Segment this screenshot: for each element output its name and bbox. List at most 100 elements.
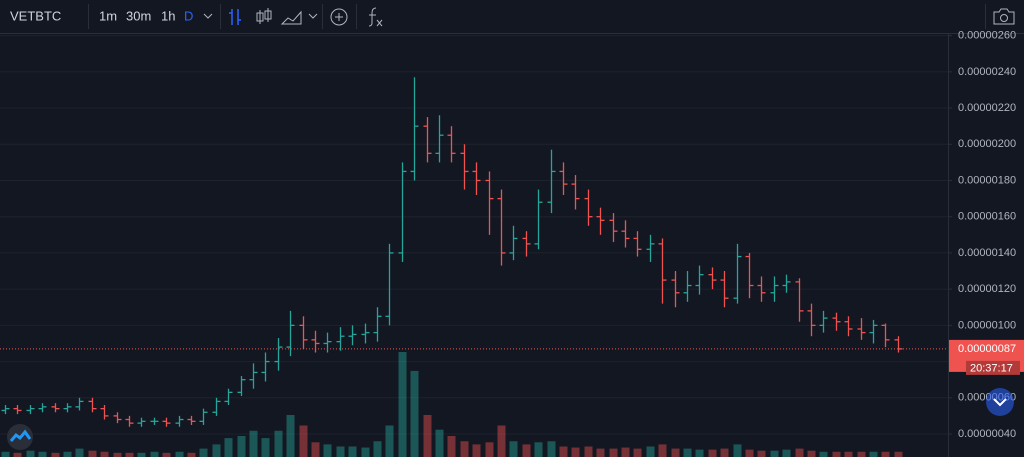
volume-bar <box>175 451 184 457</box>
volume-bar <box>745 449 754 457</box>
volume-bar <box>571 447 580 457</box>
interval[interactable]: 1h <box>161 8 175 23</box>
volume-bar <box>447 436 456 457</box>
volume-bar <box>522 444 531 457</box>
volume-bar <box>770 450 779 457</box>
volume-bar <box>88 450 97 457</box>
volume-bar <box>497 425 506 457</box>
volume-bar <box>658 444 667 457</box>
volume-bar <box>323 444 332 457</box>
volume-bar <box>733 444 742 457</box>
y-tick-label: 0.00000120 <box>958 283 1016 295</box>
volume-bar <box>559 446 568 457</box>
volume-bar <box>385 425 394 457</box>
volume-bar <box>51 452 60 457</box>
volume-bar <box>361 447 370 457</box>
volume-bar <box>720 448 729 457</box>
compare-icon[interactable] <box>330 8 348 26</box>
dropdown-icon[interactable] <box>203 13 213 19</box>
volume-bar <box>782 449 791 457</box>
volume-bar <box>410 370 419 457</box>
volume-bar <box>795 448 804 457</box>
y-tick-label: 0.00000240 <box>958 66 1016 78</box>
volume-bar <box>671 448 680 457</box>
volume-bar <box>299 425 308 457</box>
volume-bar <box>596 448 605 457</box>
y-tick-label: 0.00000040 <box>958 428 1016 440</box>
interval[interactable]: 1m <box>99 8 117 23</box>
volume-bar <box>26 450 35 457</box>
scroll-arrow <box>993 398 1007 407</box>
volume-bar <box>472 444 481 457</box>
volume-bar <box>881 451 890 457</box>
volume-bar <box>75 448 84 457</box>
volume-bar <box>274 430 283 457</box>
toolbar-bg <box>0 0 1024 33</box>
volume-bar <box>857 451 866 457</box>
volume-bar <box>187 452 196 457</box>
y-tick-label: 0.00000140 <box>958 247 1016 259</box>
countdown-box <box>966 360 1020 375</box>
volume-bar <box>509 441 518 457</box>
indicators-icon[interactable] <box>368 7 383 27</box>
volume-bar <box>237 436 246 457</box>
countdown: 20:37:17 <box>970 362 1013 374</box>
compare-plus <box>335 13 343 21</box>
volume-bar <box>485 442 494 457</box>
overlay: 0.00000087 20:37:17 <box>0 339 1024 450</box>
volume-bar <box>683 448 692 457</box>
scroll-button[interactable] <box>986 388 1014 416</box>
area-icon[interactable] <box>280 10 302 25</box>
y-tick-label: 0.00000180 <box>958 174 1016 186</box>
volume <box>1 352 903 457</box>
volume-bar <box>150 451 159 457</box>
camera-lens <box>1000 14 1008 22</box>
volume-bar <box>63 451 72 457</box>
volume-bar <box>844 451 853 457</box>
volume-bar <box>113 452 122 457</box>
grid <box>0 35 948 435</box>
price-bars <box>1 77 903 427</box>
last-price-label: 0.00000087 <box>958 343 1016 355</box>
volume-bar <box>633 448 642 457</box>
volume-bar <box>162 452 171 457</box>
interval-active[interactable]: D <box>184 8 193 23</box>
volume-bar <box>249 430 258 457</box>
toolbar: VETBTC 1m 30m 1h D <box>0 0 1024 34</box>
y-tick-label: 0.00000200 <box>958 138 1016 150</box>
volume-bar <box>832 451 841 457</box>
volume-bar <box>224 438 233 457</box>
volume-bar <box>584 446 593 457</box>
volume-bar <box>199 448 208 457</box>
volume-bar <box>38 451 47 457</box>
y-tick-label: 0.00000260 <box>958 30 1016 42</box>
symbol[interactable]: VETBTC <box>10 8 61 23</box>
volume-bar <box>695 449 704 457</box>
volume-bar <box>311 442 320 457</box>
volume-bar <box>435 429 444 457</box>
volume-bar <box>807 450 816 457</box>
volume-bar <box>373 441 382 457</box>
volume-bar <box>137 452 146 457</box>
camera-icon[interactable] <box>993 8 1015 25</box>
price-axis: 0.000000400.000000600.000000800.00000100… <box>948 30 1016 440</box>
volume-bar <box>261 438 270 457</box>
volume-bar <box>460 441 469 457</box>
volume-bar <box>534 442 543 457</box>
volume-bar <box>348 446 357 457</box>
volume-bar <box>100 451 109 457</box>
interval[interactable]: 30m <box>126 8 151 23</box>
y-tick-label: 0.00000100 <box>958 319 1016 331</box>
volume-bar <box>609 448 618 457</box>
y-tick-label: 0.00000160 <box>958 211 1016 223</box>
volume-bar <box>547 441 556 457</box>
dropdown-icon[interactable] <box>308 13 318 19</box>
volume-bar <box>212 444 221 457</box>
candles-icon[interactable] <box>256 8 272 24</box>
volume-bar <box>1 451 10 457</box>
volume-bar <box>621 447 630 457</box>
bars-icon[interactable] <box>229 9 241 25</box>
